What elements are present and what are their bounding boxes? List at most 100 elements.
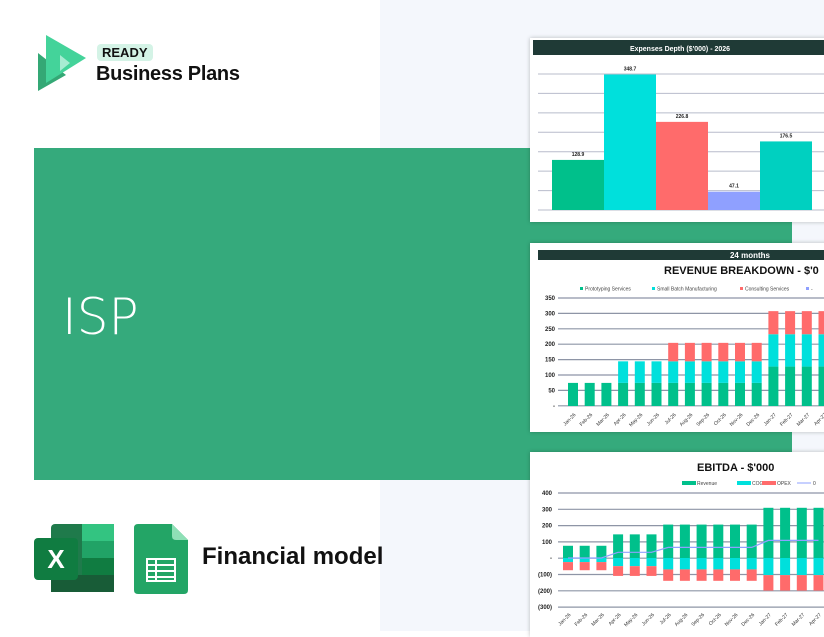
bar-segment	[563, 562, 573, 570]
x-tick-label: Mar-26	[590, 612, 606, 628]
y-tick-label: 200	[545, 342, 556, 348]
chart-title: EBITDA - $'000	[697, 462, 774, 474]
x-tick-label: Jan-26	[562, 412, 577, 427]
chart-title: Expenses Depth ($'000) - 2026	[630, 46, 730, 53]
bar-segment	[596, 558, 606, 562]
bar-segment	[680, 558, 690, 569]
bar-segment	[763, 558, 773, 575]
y-tick-label: 150	[545, 358, 556, 364]
bar-segment	[635, 361, 645, 383]
x-tick-label: Apr-26	[608, 612, 623, 627]
y-tick-label: 100	[542, 540, 553, 546]
x-tick-label: Feb-27	[779, 412, 795, 428]
y-tick-label: (100)	[538, 573, 552, 579]
bar-segment	[563, 546, 573, 558]
bar-segment	[702, 383, 712, 406]
x-tick-label: Nov-26	[724, 612, 740, 628]
bar-segment	[585, 383, 595, 406]
x-tick-label: Jun-26	[641, 612, 656, 627]
bar-segment	[697, 525, 707, 558]
x-tick-label: Mar-27	[791, 612, 807, 628]
x-tick-label: May-26	[623, 612, 639, 628]
bar-segment	[763, 508, 773, 558]
bar-segment	[780, 508, 790, 558]
x-tick-label: Aug-26	[674, 612, 690, 628]
bar-segment	[580, 562, 590, 570]
financial-model-label: Financial model	[202, 543, 383, 571]
data-label: 226.8	[676, 114, 689, 120]
legend-swatch	[806, 287, 809, 290]
legend-swatch	[682, 481, 696, 485]
bar-segment	[647, 558, 657, 566]
y-tick-label: 300	[542, 507, 553, 513]
bar-segment	[814, 558, 824, 575]
bar-segment	[718, 383, 728, 406]
bar-segment	[680, 525, 690, 558]
data-label: 348.7	[624, 67, 637, 73]
legend-label: -	[811, 287, 813, 293]
bar-segment	[713, 569, 723, 580]
bar-segment	[730, 569, 740, 580]
bar-segment	[702, 361, 712, 383]
x-tick-label: Apr-27	[808, 612, 823, 627]
x-tick-label: Aug-26	[679, 412, 695, 428]
bar-segment	[635, 383, 645, 406]
chart-header	[538, 250, 824, 260]
x-tick-label: Dec-26	[745, 412, 761, 428]
bar-segment	[785, 367, 795, 406]
bar-segment	[647, 534, 657, 558]
chart-header-text: 24 months	[730, 251, 771, 260]
y-tick-label: 300	[545, 311, 556, 317]
x-tick-label: Jun-26	[646, 412, 661, 427]
y-tick-label: 200	[542, 524, 553, 530]
legend-label: Small Batch Manufacturing	[657, 287, 717, 293]
google-sheets-icon	[134, 522, 190, 594]
x-tick-label: Mar-26	[595, 412, 611, 428]
bar-segment	[618, 383, 628, 406]
bar-segment	[797, 508, 807, 558]
bar-segment	[768, 367, 778, 406]
bar-segment	[718, 361, 728, 383]
legend-swatch	[580, 287, 583, 290]
bar-segment	[613, 534, 623, 558]
bar-segment	[752, 361, 762, 383]
bar-segment	[752, 383, 762, 406]
bar-segment	[685, 343, 695, 361]
x-tick-label: Nov-26	[729, 412, 745, 428]
bar-segment	[747, 558, 757, 569]
y-tick-label: (200)	[538, 589, 552, 595]
legend-label: Prototyping Services	[585, 287, 631, 293]
bar-segment	[647, 566, 657, 576]
x-tick-label: Jan-26	[557, 612, 572, 627]
bar-segment	[814, 508, 824, 558]
bar-segment	[685, 383, 695, 406]
bar-segment	[747, 569, 757, 580]
bar-segment	[730, 558, 740, 569]
bar	[760, 141, 812, 210]
bar-segment	[735, 343, 745, 361]
x-tick-label: Feb-26	[579, 412, 595, 428]
bar-segment	[630, 534, 640, 558]
brand-name: Business Plans	[96, 63, 240, 86]
bar-segment	[768, 311, 778, 334]
bar-segment	[630, 558, 640, 566]
bar-segment	[819, 367, 824, 406]
x-tick-label: Sep-26	[695, 412, 711, 428]
x-tick-label: Sep-26	[690, 612, 706, 628]
bar-segment	[663, 525, 673, 558]
bar-segment	[797, 558, 807, 575]
bar-segment	[601, 383, 611, 406]
bar-segment	[652, 361, 662, 383]
x-tick-label: Feb-27	[774, 612, 790, 628]
x-tick-label: Apr-26	[613, 412, 628, 427]
bar-segment	[568, 383, 578, 406]
bar-segment	[630, 566, 640, 576]
bar-segment	[713, 558, 723, 569]
bar-segment	[819, 311, 824, 334]
legend-swatch	[762, 481, 776, 485]
bar-segment	[713, 525, 723, 558]
bar-segment	[780, 558, 790, 575]
bar-segment	[613, 558, 623, 566]
bar-segment	[668, 361, 678, 383]
